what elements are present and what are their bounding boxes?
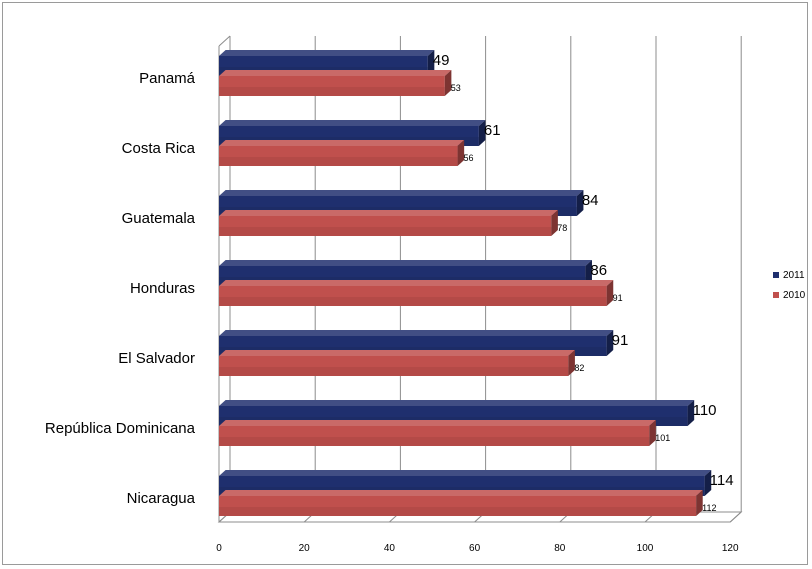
bar-shadow (219, 507, 697, 516)
x-tick-label: 60 (469, 543, 481, 554)
category-label: El Salvador (118, 350, 195, 367)
data-label-2011: 86 (590, 262, 607, 279)
bar-end-face (704, 470, 712, 496)
bar-end-face (427, 50, 435, 76)
bar-shadow (219, 437, 650, 446)
bar-end-face (606, 330, 614, 356)
bar-top-face (219, 490, 703, 496)
bar-end-face (478, 120, 486, 146)
data-label-2010: 82 (574, 363, 584, 373)
bars: 49 53 61 56 84 78 86 91 91 82 110 101 114 112 (219, 50, 734, 516)
x-axis-tick-labels: 0 20 40 60 80 100 120 (216, 543, 739, 554)
category-label: República Dominicana (45, 420, 196, 437)
floor-gridline (729, 511, 742, 523)
category-label: Costa Rica (122, 140, 196, 157)
bar-top-face (219, 280, 614, 286)
data-label-2011: 49 (433, 52, 450, 69)
bar-top-face (219, 210, 558, 216)
bar-end-face (576, 190, 584, 216)
data-label-2010: 112 (702, 503, 716, 513)
data-label-2011: 114 (710, 472, 734, 489)
bar-end-face (649, 420, 656, 446)
bar-end-face (687, 400, 695, 426)
x-tick-label: 100 (637, 543, 654, 554)
bar-2010: 82 (219, 350, 584, 376)
data-label-2011: 110 (693, 402, 717, 419)
bar-top-face (219, 330, 614, 336)
bar-2010: 78 (219, 210, 567, 236)
bar-top-face (219, 120, 486, 126)
bar-end-face (696, 490, 703, 516)
bar-top-face (219, 400, 695, 406)
legend-label-2010: 2010 (783, 290, 806, 301)
data-label-2011: 91 (612, 332, 629, 349)
category-label: Panamá (139, 70, 196, 87)
category-label: Honduras (130, 280, 195, 297)
x-tick-label: 120 (722, 543, 739, 554)
data-label-2010: 56 (464, 153, 474, 163)
legend-swatch-2011 (773, 272, 779, 278)
category-label: Nicaragua (127, 490, 196, 507)
legend-swatch-2010 (773, 292, 779, 298)
bar-2010: 91 (219, 280, 623, 306)
bar-shadow (219, 297, 607, 306)
bar-top-face (219, 420, 656, 426)
bar-top-face (219, 190, 584, 196)
bar-shadow (219, 367, 569, 376)
data-label-2010: 78 (557, 223, 567, 233)
bar-2010: 101 (219, 420, 670, 446)
bar-end-face (551, 210, 558, 236)
category-labels: Panamá Costa Rica Guatemala Honduras El Salv… (45, 70, 196, 507)
bar-top-face (219, 70, 452, 76)
data-label-2010: 53 (451, 83, 461, 93)
bar-end-face (585, 260, 592, 286)
category-label: Guatemala (122, 210, 196, 227)
x-tick-label: 40 (384, 543, 396, 554)
data-label-2011: 61 (484, 122, 501, 139)
data-label-2010: 101 (655, 433, 670, 443)
bar-shadow (219, 87, 445, 96)
x-tick-label: 20 (299, 543, 311, 554)
data-label-2011: 84 (582, 192, 599, 209)
bar-2010: 53 (219, 70, 461, 96)
legend: 2011 2010 (773, 270, 806, 301)
bar-shadow (219, 227, 552, 236)
bar-top-face (219, 470, 712, 476)
bar-end-face (568, 350, 575, 376)
bar-shadow (219, 157, 458, 166)
bar-end-face (444, 70, 452, 96)
x-tick-label: 80 (554, 543, 566, 554)
bar-end-face (457, 140, 465, 166)
bar-top-face (219, 350, 575, 356)
left-wall-top-edge (218, 35, 231, 47)
bar-top-face (219, 140, 465, 146)
legend-label-2011: 2011 (783, 270, 805, 281)
bar-end-face (606, 280, 614, 306)
bar-top-face (219, 50, 435, 56)
bar-2010: 112 (219, 490, 716, 516)
x-tick-label: 0 (216, 543, 222, 554)
data-label-2010: 91 (613, 293, 623, 303)
bar-2010: 56 (219, 140, 474, 166)
bar-top-face (219, 260, 592, 266)
